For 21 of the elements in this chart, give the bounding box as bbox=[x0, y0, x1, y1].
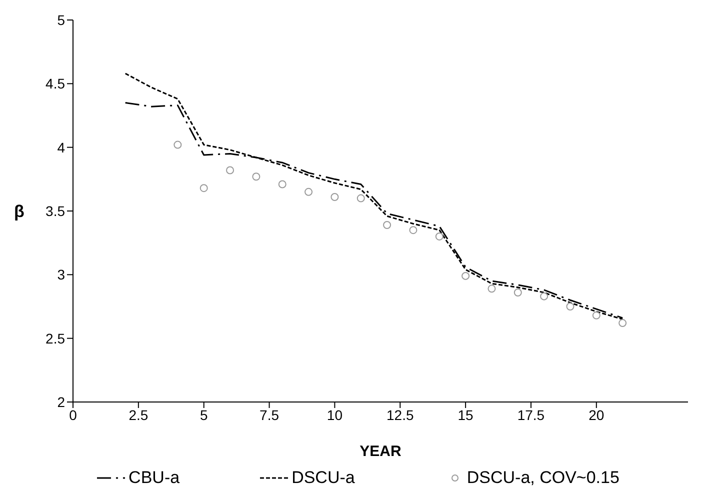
x-tick-label: 12.5 bbox=[386, 406, 414, 423]
y-tick-label: 4 bbox=[57, 139, 66, 156]
legend-label: DSCU-a bbox=[292, 468, 355, 488]
x-tick-label: 17.5 bbox=[517, 406, 545, 423]
x-tick-label: 7.5 bbox=[260, 406, 280, 423]
legend-label: CBU-a bbox=[128, 468, 180, 488]
y-tick-label: 3 bbox=[57, 266, 66, 283]
y-axis-title: β bbox=[14, 202, 24, 222]
legend-label: DSCU-a, COV~0.15 bbox=[466, 468, 620, 488]
x-tick-label: 5 bbox=[200, 406, 208, 423]
y-tick-label: 2 bbox=[57, 394, 66, 410]
x-tick-label: 10 bbox=[326, 406, 343, 423]
y-tick-label: 2.5 bbox=[46, 330, 66, 346]
x-tick-label: 15 bbox=[458, 406, 474, 423]
y-tick-label: 3.5 bbox=[46, 202, 66, 219]
y-tick-label: 4.5 bbox=[46, 76, 66, 92]
x-axis-title: YEAR bbox=[360, 443, 402, 460]
x-tick-label: 0 bbox=[69, 406, 78, 423]
x-tick-label: 2.5 bbox=[128, 406, 148, 423]
x-tick-label: 20 bbox=[588, 406, 604, 423]
y-tick-label: 5 bbox=[57, 12, 66, 28]
